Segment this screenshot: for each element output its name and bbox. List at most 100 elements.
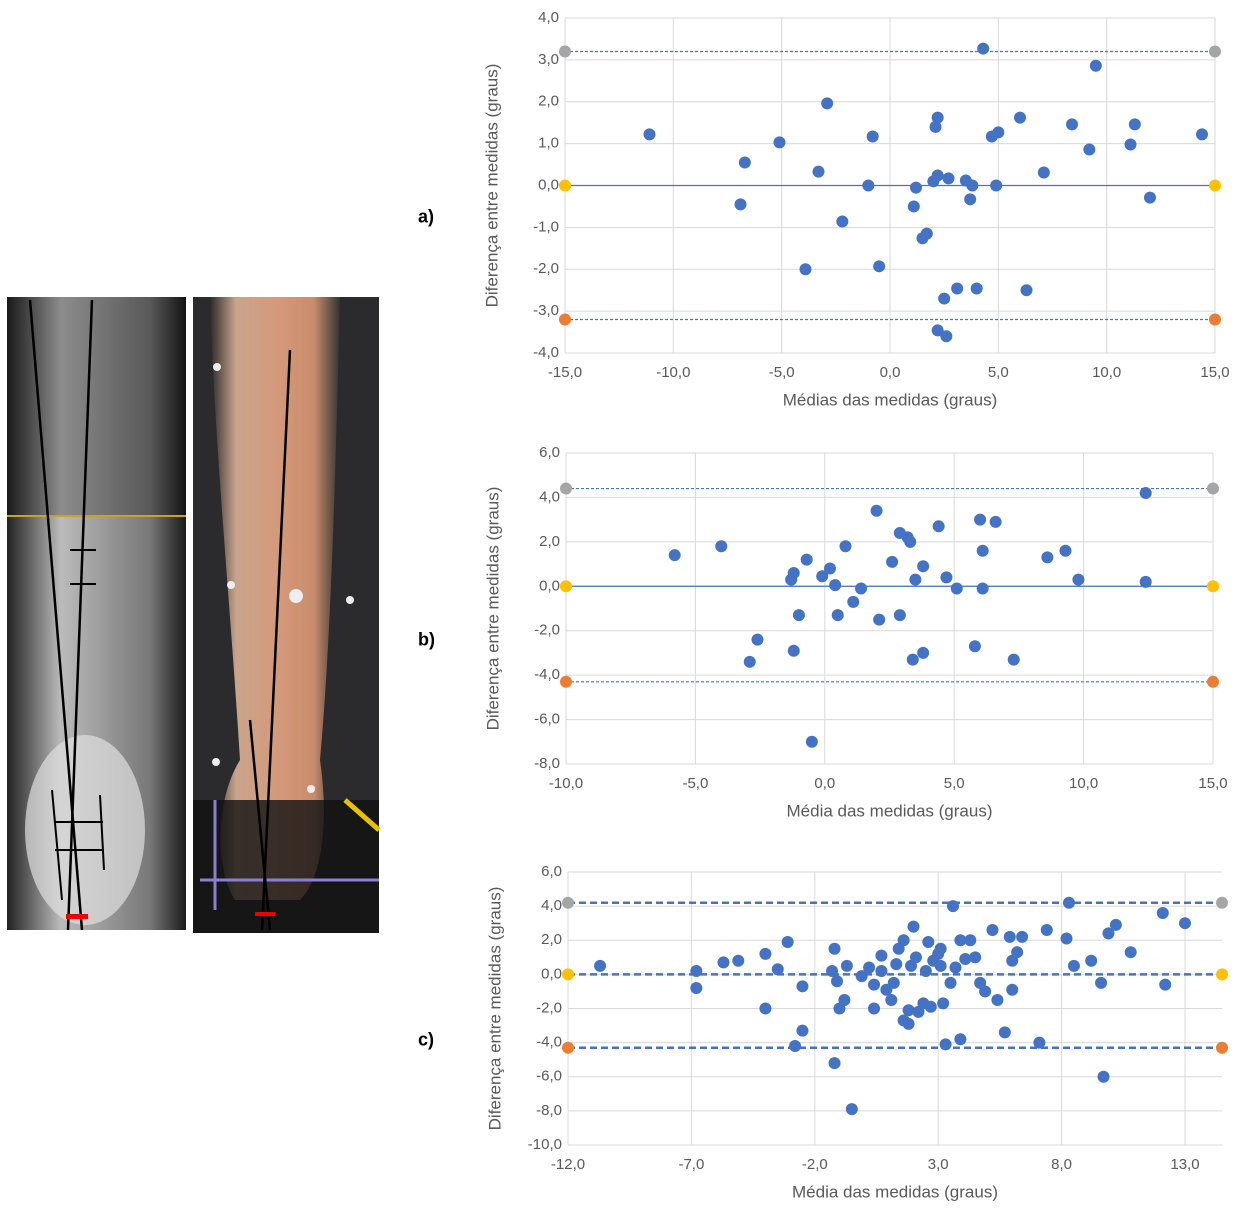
point	[816, 570, 829, 583]
x-tick-label: -7,0	[678, 1156, 704, 1173]
point	[917, 646, 930, 659]
point	[823, 562, 836, 575]
y-tick-label: 1,0	[538, 135, 559, 152]
point	[717, 956, 730, 969]
point	[821, 97, 834, 110]
point	[1059, 544, 1072, 557]
reference-marker	[1209, 45, 1221, 58]
reference-marker	[560, 580, 572, 593]
point	[969, 951, 982, 964]
x-tick-label: 10,0	[1069, 775, 1098, 792]
point	[949, 961, 962, 974]
y-tick-label: 2,0	[541, 931, 562, 948]
point	[942, 172, 955, 185]
reference-marker	[562, 968, 574, 981]
point	[924, 1000, 937, 1013]
y-tick-label: -2,0	[533, 260, 559, 277]
y-tick-label: 2,0	[538, 93, 559, 110]
reference-marker	[1207, 482, 1219, 495]
point	[690, 982, 703, 995]
point	[868, 1002, 881, 1015]
point	[907, 920, 920, 933]
point	[715, 540, 728, 553]
point	[885, 993, 898, 1006]
chart: 6,0 4,0 2,0 0,0 -2,0 -4,0 -6,0 -8,0 -10,0 -12,0 -7…	[418, 863, 1228, 1201]
point	[934, 942, 947, 955]
point	[1109, 918, 1122, 931]
y-tick-label: 0,0	[539, 577, 560, 594]
point	[875, 964, 888, 977]
point	[836, 215, 849, 228]
reference-marker	[1207, 580, 1219, 593]
point	[690, 964, 703, 977]
point	[1067, 959, 1080, 972]
point	[1040, 924, 1053, 937]
point	[938, 292, 951, 305]
y-axis-title: Diferença entre medidas (graus)	[485, 887, 504, 1131]
y-axis-title: Diferença entre medidas (graus)	[483, 487, 502, 731]
leg-photo	[193, 297, 381, 933]
point	[1159, 978, 1172, 991]
panel-label: a)	[418, 206, 434, 226]
point	[1089, 59, 1102, 72]
point	[887, 976, 900, 989]
point	[873, 260, 886, 273]
point	[863, 961, 876, 974]
y-tick-label: -8,0	[534, 755, 560, 772]
point	[732, 954, 745, 967]
point	[890, 958, 903, 971]
chart: 6,0 4,0 2,0 0,0 -2,0 -4,0 -6,0 -8,0 -10,0 -5,0 0,0…	[418, 444, 1228, 821]
point	[977, 42, 990, 55]
point	[1011, 946, 1024, 959]
y-tick-label: -6,0	[536, 1068, 562, 1085]
point	[1072, 573, 1085, 586]
point	[1060, 932, 1073, 945]
x-tick-label: -2,0	[802, 1156, 828, 1173]
point	[909, 573, 922, 586]
point	[907, 200, 920, 213]
y-tick-label: -8,0	[536, 1102, 562, 1119]
x-tick-label: 8,0	[1051, 1156, 1072, 1173]
point	[1033, 1036, 1046, 1049]
point	[781, 935, 794, 948]
point	[932, 520, 945, 533]
y-tick-label: 6,0	[541, 863, 562, 880]
y-tick-label: -2,0	[534, 622, 560, 639]
point	[743, 655, 756, 668]
point	[968, 640, 981, 653]
point	[875, 949, 888, 962]
point	[954, 934, 967, 947]
point	[922, 935, 935, 948]
y-tick-label: -6,0	[534, 711, 560, 728]
point	[829, 579, 842, 592]
point	[990, 179, 1003, 192]
reference-marker	[1209, 179, 1221, 192]
point	[974, 513, 987, 526]
point	[976, 544, 989, 557]
point	[866, 130, 879, 143]
y-tick-label: 4,0	[539, 488, 560, 505]
panel-label: b)	[418, 629, 435, 649]
point	[792, 609, 805, 622]
point	[845, 1103, 858, 1116]
point	[904, 535, 917, 548]
point	[1196, 128, 1208, 141]
y-tick-label: -4,0	[533, 344, 559, 361]
x-tick-label: 3,0	[928, 1156, 949, 1173]
reference-marker	[562, 1041, 574, 1054]
y-tick-label: -1,0	[533, 218, 559, 235]
panel-label: c)	[418, 1029, 434, 1049]
point	[919, 964, 932, 977]
point	[954, 1033, 967, 1046]
point	[668, 549, 681, 562]
point	[789, 1040, 802, 1053]
point	[931, 169, 944, 182]
point	[964, 193, 977, 206]
point	[812, 165, 825, 178]
point	[1085, 954, 1098, 967]
point	[902, 1017, 915, 1030]
reference-marker	[559, 45, 571, 58]
point	[831, 609, 844, 622]
point	[870, 504, 883, 517]
